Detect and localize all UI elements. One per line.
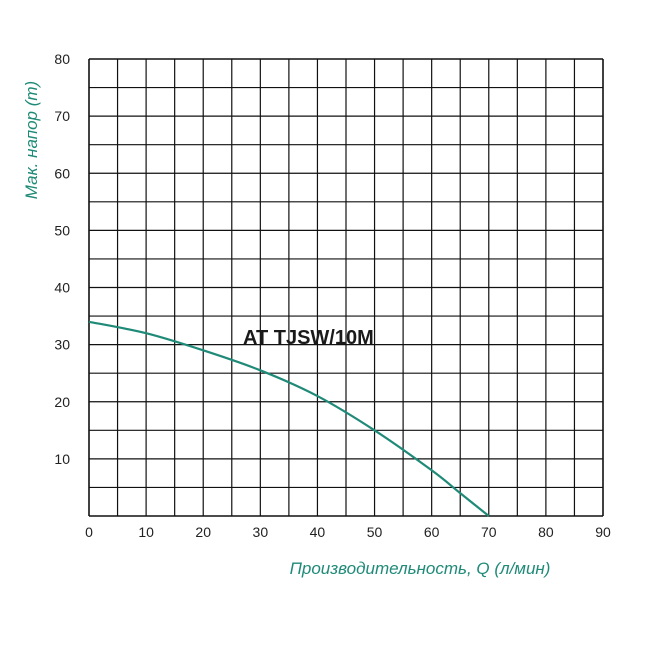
- y-tick-label: 20: [54, 394, 70, 410]
- x-tick-label: 30: [253, 524, 269, 540]
- y-tick-label: 50: [54, 222, 70, 238]
- x-tick-label: 50: [367, 524, 383, 540]
- y-axis-label: Мак. напор (m): [22, 81, 41, 199]
- grid: [88, 58, 604, 517]
- y-tick-labels: 10 20 30 40 50 60 70 80: [54, 51, 70, 467]
- series-layer: [88, 320, 490, 517]
- y-tick-label: 10: [54, 451, 70, 467]
- x-tick-label: 60: [424, 524, 440, 540]
- x-tick-label: 40: [310, 524, 326, 540]
- x-tick-labels: 0 10 20 30 40 50 60 70 80 90: [85, 524, 611, 540]
- x-tick-label: 10: [138, 524, 154, 540]
- x-tick-label: 90: [595, 524, 611, 540]
- x-tick-label: 80: [538, 524, 554, 540]
- y-tick-label: 30: [54, 337, 70, 353]
- x-axis-label: Производительность, Q (л/мин): [290, 559, 551, 578]
- series-line: [88, 320, 490, 517]
- x-tick-label: 70: [481, 524, 497, 540]
- chart-annotation: AT TJSW/10M: [243, 327, 374, 349]
- y-tick-label: 40: [54, 280, 70, 296]
- x-tick-label: 0: [85, 524, 93, 540]
- y-tick-label: 60: [54, 165, 70, 181]
- x-tick-label: 20: [195, 524, 211, 540]
- y-tick-label: 80: [54, 51, 70, 67]
- y-tick-label: 70: [54, 108, 70, 124]
